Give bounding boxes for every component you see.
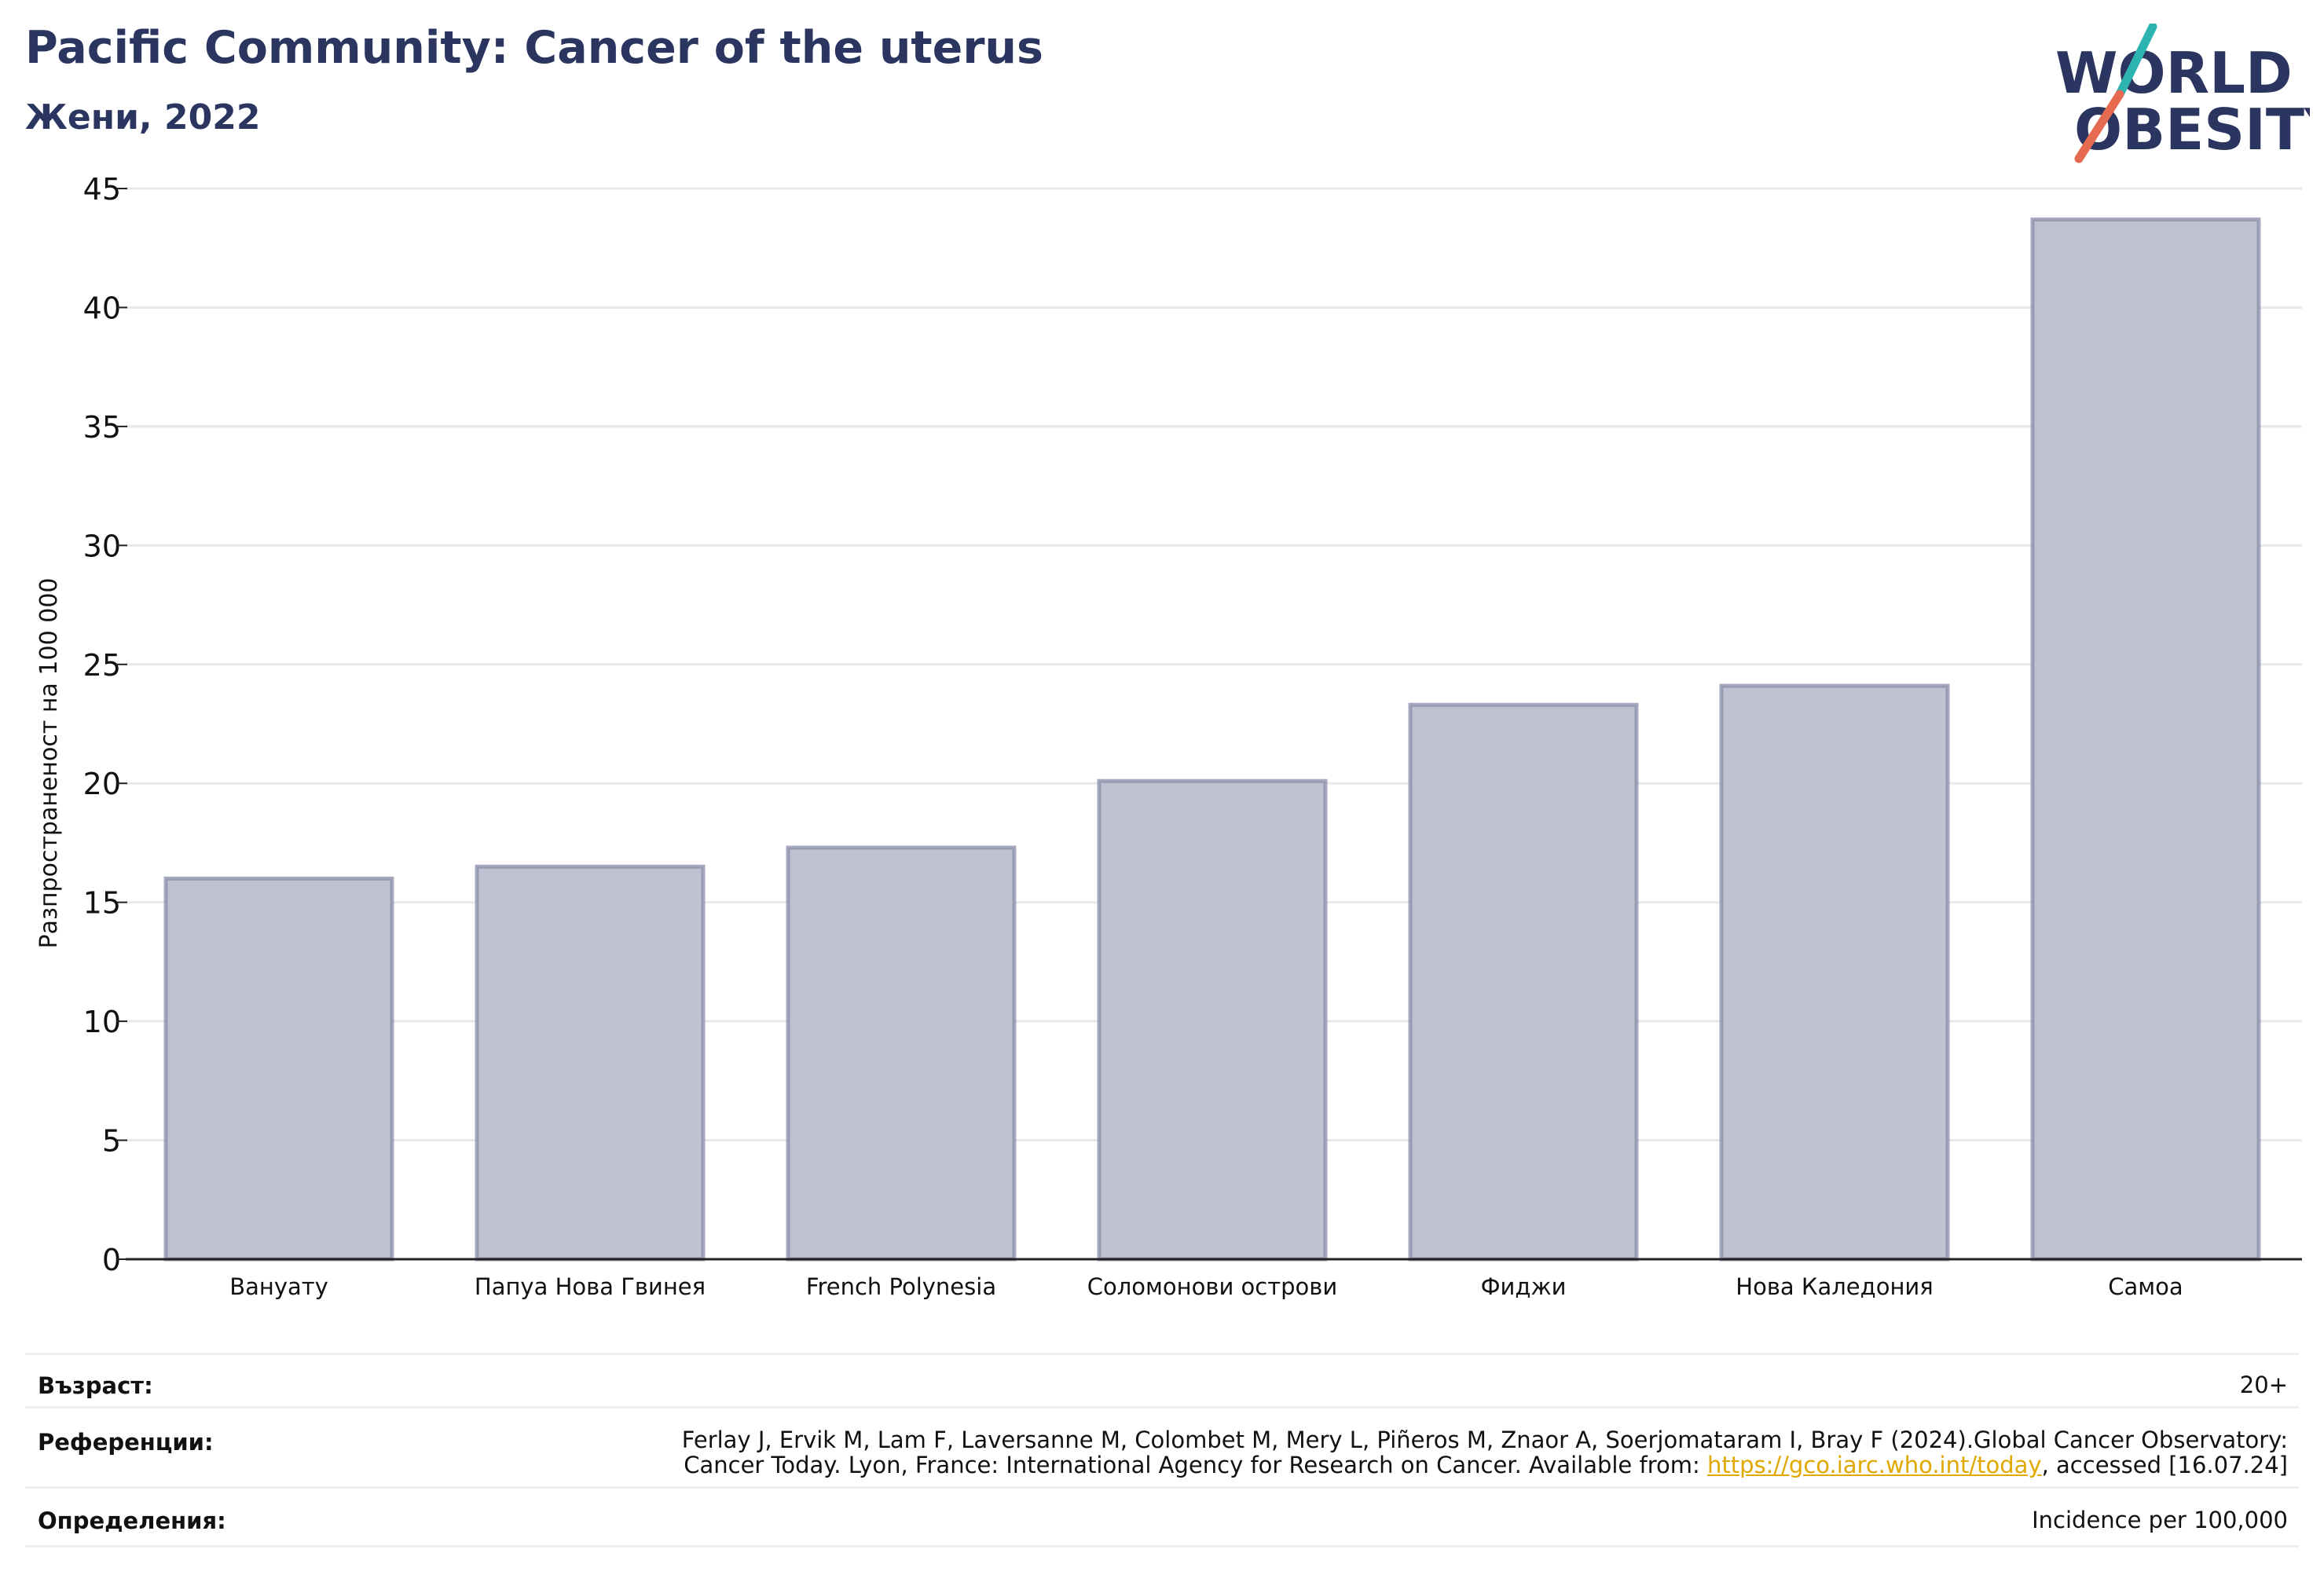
world-obesity-logo: WORLD OBESITY <box>2055 24 2310 163</box>
references-text: Ferlay J, Ervik M, Lam F, Laversanne M, … <box>682 1427 2288 1478</box>
logo-line1: WORLD <box>2055 40 2293 106</box>
references-line2-post: , accessed [16.07.24] <box>2041 1452 2288 1478</box>
chart-subtitle: Жени, 2022 <box>25 97 261 137</box>
definitions-value: Incidence per 100,000 <box>2032 1507 2288 1533</box>
x-tick-label: Нова Каледония <box>1736 1273 1933 1300</box>
logo-slash-top <box>2115 24 2157 99</box>
x-tick-label: Соломонови острови <box>1087 1273 1337 1300</box>
x-tick-label: Самоа <box>2108 1273 2183 1300</box>
bar <box>2030 217 2261 1262</box>
x-tick-label: Папуа Нова Гвинея <box>475 1273 706 1300</box>
age-label: Възраст: <box>38 1372 153 1399</box>
chart-title: Pacific Community: Cancer of the uterus <box>25 22 1043 74</box>
references-line1: Ferlay J, Ervik M, Lam F, Laversanne M, … <box>681 1427 2288 1453</box>
bar <box>1719 683 1950 1262</box>
age-value: 20+ <box>2239 1372 2288 1398</box>
x-tick-label: Фиджи <box>1481 1273 1567 1300</box>
references-line2: Cancer Today. Lyon, France: Internationa… <box>682 1452 2288 1478</box>
logo-slash-bottom <box>2074 90 2124 163</box>
footer-row-definitions: Определения: Incidence per 100,000 <box>25 1486 2299 1548</box>
y-tick-label: 25 <box>83 648 121 683</box>
bar <box>1097 778 1328 1262</box>
y-tick-label: 20 <box>83 767 121 801</box>
references-label: Референции: <box>38 1429 214 1456</box>
references-link[interactable]: https://gco.iarc.who.int/today <box>1706 1452 2042 1478</box>
footer-row-age: Възраст: 20+ <box>25 1353 2299 1408</box>
bar <box>475 864 706 1262</box>
y-tick-label: 30 <box>83 529 121 563</box>
bar <box>786 845 1017 1262</box>
bar <box>163 876 394 1262</box>
y-tick-label: 35 <box>83 410 121 445</box>
y-tick-label: 45 <box>83 172 121 207</box>
y-tick-label: 40 <box>83 291 121 325</box>
footer-row-references: Референции: Ferlay J, Ervik M, Lam F, La… <box>25 1406 2299 1489</box>
references-line2-pre: Cancer Today. Lyon, France: Internationa… <box>684 1452 1707 1478</box>
x-tick-label: Вануату <box>229 1273 328 1300</box>
x-tick-label: French Polynesia <box>806 1273 996 1300</box>
y-tick-label: 10 <box>83 1005 121 1039</box>
bar <box>1408 702 1639 1262</box>
y-axis-label: Разпространеност на 100 000 <box>35 578 63 949</box>
definitions-label: Определения: <box>38 1507 226 1534</box>
y-tick-label: 15 <box>83 886 121 921</box>
